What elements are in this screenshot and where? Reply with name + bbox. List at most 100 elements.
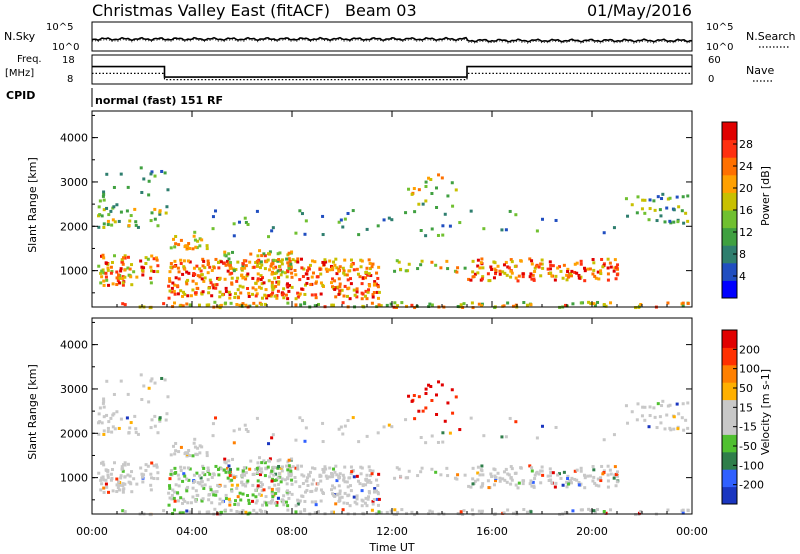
power-cell: [149, 306, 153, 310]
power-cell: [551, 264, 555, 268]
power-cell: [111, 282, 115, 286]
velocity-cell: [410, 510, 414, 514]
velocity-cell: [224, 493, 228, 497]
velocity-cell: [540, 465, 544, 469]
velocity-cell: [168, 486, 172, 490]
power-cell: [212, 266, 216, 270]
velocity-cell: [294, 466, 298, 470]
velocity-cell: [181, 479, 185, 483]
velocity-cell: [186, 501, 190, 505]
power-cell: [210, 294, 214, 298]
velocity-cell: [413, 513, 417, 517]
velocity-y-label: Slant Range [km]: [26, 364, 39, 460]
power-cell: [177, 243, 181, 247]
velocity-cell: [470, 508, 474, 512]
y-tick-label: 3000: [60, 383, 88, 396]
velocity-cell: [113, 461, 117, 465]
velocity-cell: [227, 459, 231, 463]
velocity-cell: [427, 383, 431, 387]
power-cell: [290, 250, 294, 254]
velocity-cell: [663, 427, 667, 431]
velocity-cell: [606, 473, 610, 477]
power-cell: [579, 301, 583, 305]
power-cell: [241, 285, 245, 289]
power-cell: [656, 195, 660, 199]
velocity-cell: [502, 511, 506, 515]
velocity-cell: [329, 471, 333, 475]
velocity-cell: [127, 431, 131, 435]
velocity-cell: [141, 480, 145, 484]
power-cell: [228, 263, 232, 267]
velocity-cell: [186, 451, 190, 455]
colorbar-segment: [722, 469, 737, 488]
velocity-cell: [615, 480, 619, 484]
power-cell: [371, 262, 375, 266]
velocity-cell: [416, 474, 420, 478]
power-cell: [218, 290, 222, 294]
velocity-cell: [593, 510, 597, 514]
power-cell: [364, 276, 368, 280]
power-cell: [228, 292, 232, 296]
velocity-cell: [641, 405, 645, 409]
power-cell: [541, 266, 545, 270]
velocity-cell: [260, 461, 264, 465]
velocity-cell: [102, 486, 106, 490]
velocity-cell: [421, 409, 425, 413]
velocity-cell: [481, 473, 485, 477]
velocity-cell: [448, 431, 452, 435]
velocity-cell: [107, 420, 111, 424]
power-cell: [119, 267, 123, 271]
colorbar-segment: [722, 451, 737, 470]
power-cell: [195, 286, 199, 290]
power-cell: [281, 292, 285, 296]
power-cell: [376, 276, 380, 280]
power-cell: [616, 267, 620, 271]
velocity-cell: [255, 416, 259, 420]
power-cell: [263, 254, 267, 258]
velocity-cell: [428, 509, 432, 513]
velocity-cell: [232, 429, 236, 433]
power-cell: [173, 245, 177, 249]
power-cell: [238, 303, 242, 307]
velocity-cell: [102, 405, 106, 409]
power-cell: [430, 303, 434, 307]
velocity-cell: [150, 377, 154, 381]
velocity-cell: [333, 470, 337, 474]
velocity-cell: [287, 458, 291, 462]
velocity-cell: [490, 474, 494, 478]
power-cell: [256, 277, 260, 281]
velocity-cell: [110, 430, 114, 434]
power-cell: [476, 271, 480, 275]
velocity-cell: [264, 501, 268, 505]
velocity-cell: [280, 465, 284, 469]
power-cell: [282, 287, 286, 291]
power-cell: [102, 279, 106, 283]
power-cell: [277, 280, 281, 284]
power-cell: [358, 275, 362, 279]
velocity-cell: [608, 468, 612, 472]
velocity-cell: [606, 464, 610, 468]
velocity-cell: [185, 477, 189, 481]
velocity-cell: [338, 472, 342, 476]
velocity-cell: [299, 510, 303, 514]
power-cell: [658, 208, 662, 212]
power-cell: [140, 190, 144, 194]
power-cell: [246, 272, 250, 276]
power-cell: [173, 292, 177, 296]
power-cell: [294, 259, 298, 263]
power-cell: [287, 257, 291, 261]
velocity-cell: [230, 478, 234, 482]
velocity-cell: [126, 392, 130, 396]
power-cell: [448, 224, 452, 228]
power-cell: [636, 195, 640, 199]
velocity-cell: [184, 451, 188, 455]
velocity-cell: [532, 484, 536, 488]
power-cell: [251, 286, 255, 290]
noise-sky-series: [91, 36, 693, 43]
velocity-cell: [558, 472, 562, 476]
velocity-cell: [208, 472, 212, 476]
velocity-cell: [255, 466, 259, 470]
velocity-cell: [237, 427, 241, 431]
velocity-cell: [684, 418, 688, 422]
